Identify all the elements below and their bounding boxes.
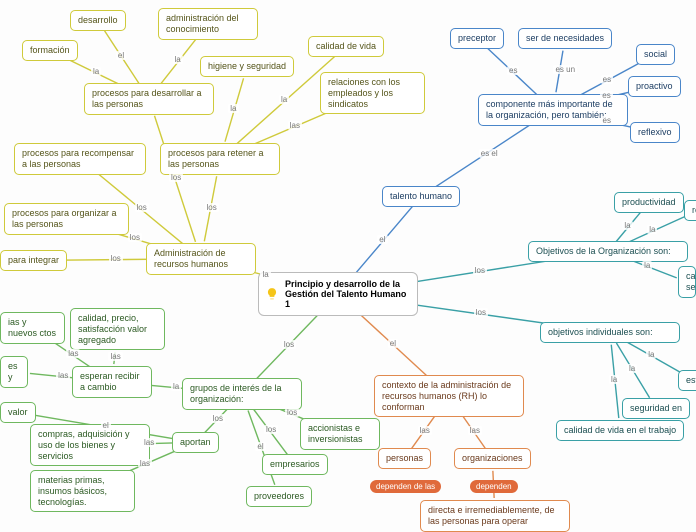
- center-node[interactable]: Principio y desarrollo de la Gestión del…: [258, 272, 418, 316]
- node-n36[interactable]: seguridad en: [622, 398, 690, 419]
- node-n12[interactable]: Administración de recursos humanos: [146, 243, 256, 275]
- node-n44[interactable]: valor: [0, 402, 36, 423]
- node-n41[interactable]: calidad, precio, satisfacción valor agre…: [70, 308, 165, 350]
- edge-label: es: [601, 75, 613, 84]
- node-n49[interactable]: accionistas e inversionistas: [300, 418, 380, 450]
- center-label: Principio y desarrollo de la Gestión del…: [285, 279, 406, 309]
- node-n34[interactable]: objetivos individuales son:: [540, 322, 680, 343]
- node-n23[interactable]: proactivo: [628, 76, 681, 97]
- edge-label: el: [101, 421, 111, 430]
- edge-label: las: [142, 438, 156, 447]
- edge-pill: dependen: [470, 480, 518, 493]
- edge-label: el: [377, 235, 387, 244]
- edge-label: es: [507, 66, 519, 75]
- edge-label: la: [646, 350, 656, 359]
- node-n30[interactable]: productividad: [614, 192, 684, 213]
- edge-label: las: [56, 371, 70, 380]
- node-n40[interactable]: ias y nuevos ctos: [0, 312, 65, 344]
- node-n8[interactable]: procesos para recompensar a las personas: [14, 143, 146, 175]
- edge-label: la: [173, 55, 183, 64]
- edge-pill: dependen de las: [370, 480, 441, 493]
- node-n60[interactable]: contexto de la administración de recurso…: [374, 375, 524, 417]
- node-n6[interactable]: relaciones con los empleados y los sindi…: [320, 72, 425, 114]
- edge-label: la: [642, 261, 652, 270]
- edge-label: la: [647, 225, 657, 234]
- node-n4[interactable]: calidad de vida: [308, 36, 384, 57]
- node-n9[interactable]: procesos para retener a las personas: [160, 143, 280, 175]
- edge-label: las: [418, 426, 432, 435]
- edge-label: los: [474, 308, 488, 317]
- edge-label: es: [601, 116, 613, 125]
- edge-label: los: [205, 203, 219, 212]
- node-n3[interactable]: formación: [22, 40, 78, 61]
- edge-label: los: [135, 203, 149, 212]
- node-n33[interactable]: cali serv: [678, 266, 696, 298]
- node-n37[interactable]: calidad de vida en el trabajo: [556, 420, 684, 441]
- edge-label: es: [600, 91, 612, 100]
- node-n31[interactable]: ren: [684, 200, 696, 221]
- edge-label: la: [622, 221, 632, 230]
- node-n43[interactable]: esperan recibir a cambio: [72, 366, 152, 398]
- node-n24[interactable]: reflexivo: [630, 122, 680, 143]
- edge-label: la: [279, 95, 289, 104]
- edge-label: la: [91, 67, 101, 76]
- node-n35[interactable]: esta: [678, 370, 696, 391]
- edge-label: el: [388, 339, 398, 348]
- edge-label: la: [228, 104, 238, 113]
- node-n62[interactable]: organizaciones: [454, 448, 531, 469]
- node-n26[interactable]: talento humano: [382, 186, 460, 207]
- edge-label: el: [116, 51, 126, 60]
- node-n50[interactable]: empresarios: [262, 454, 328, 475]
- node-n7[interactable]: procesos para desarrollar a las personas: [84, 83, 214, 115]
- node-n47[interactable]: materias primas, insumos básicos, tecnol…: [30, 470, 135, 512]
- edge-label: la: [627, 364, 637, 373]
- node-n11[interactable]: para integrar: [0, 250, 67, 271]
- edge-label: la: [260, 270, 270, 279]
- node-n51[interactable]: proveedores: [246, 486, 312, 507]
- node-n48[interactable]: grupos de interés de la organización:: [182, 378, 302, 410]
- node-n46[interactable]: aportan: [172, 432, 219, 453]
- edge-label: las: [288, 121, 302, 130]
- edge-label: los: [285, 408, 299, 417]
- node-n5[interactable]: higiene y seguridad: [200, 56, 294, 77]
- node-n1[interactable]: desarrollo: [70, 10, 126, 31]
- edge-label: las: [138, 459, 152, 468]
- edge-label: el: [255, 442, 265, 451]
- edge-label: los: [109, 254, 123, 263]
- edge-label: las: [66, 349, 80, 358]
- node-n20[interactable]: preceptor: [450, 28, 504, 49]
- edge-label: la: [609, 375, 619, 384]
- node-n21[interactable]: ser de necesidades: [518, 28, 612, 49]
- node-n10[interactable]: procesos para organizar a las personas: [4, 203, 129, 235]
- edge-label: es el: [479, 149, 500, 158]
- node-n22[interactable]: social: [636, 44, 675, 65]
- node-n2[interactable]: administración del conocimiento: [158, 8, 258, 40]
- node-n45[interactable]: compras, adquisición y uso de los bienes…: [30, 424, 150, 466]
- edge-label: los: [169, 173, 183, 182]
- edge-label: los: [282, 340, 296, 349]
- edge-label: la: [171, 382, 181, 391]
- edge-label: los: [473, 266, 487, 275]
- node-n32[interactable]: Objetivos de la Organización son:: [528, 241, 688, 262]
- edge-label: los: [264, 425, 278, 434]
- edge-label: los: [128, 233, 142, 242]
- node-n42[interactable]: es y: [0, 356, 28, 388]
- edge-label: las: [108, 352, 122, 361]
- lightbulb-icon: [265, 287, 279, 301]
- node-n63[interactable]: directa e irremediablemente, de las pers…: [420, 500, 570, 532]
- edge-label: los: [211, 414, 225, 423]
- edge-label: es un: [553, 65, 577, 74]
- node-n61[interactable]: personas: [378, 448, 431, 469]
- edge-label: las: [468, 426, 482, 435]
